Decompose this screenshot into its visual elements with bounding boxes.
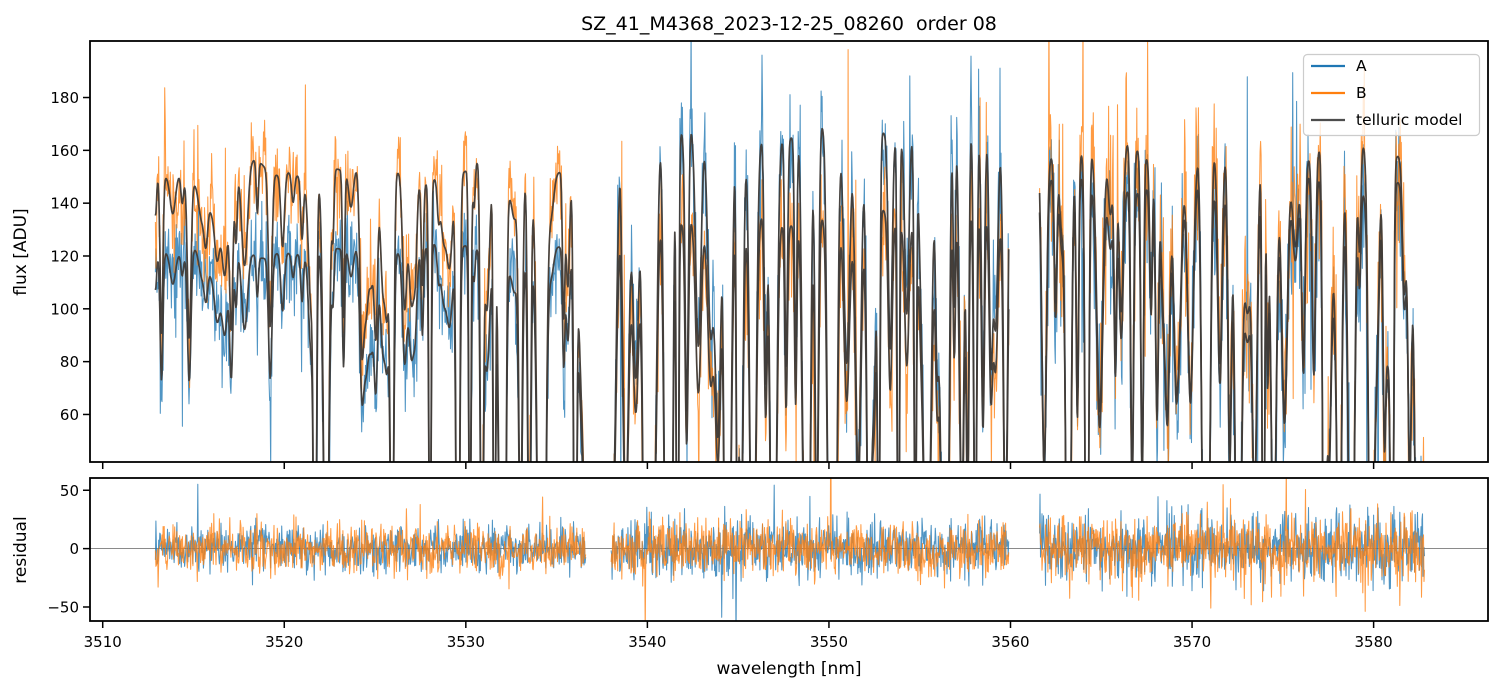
- residual-y-tick-label: −50: [47, 598, 79, 616]
- x-tick-label: 3530: [447, 633, 485, 651]
- flux-y-axis-label: flux [ADU]: [11, 208, 31, 295]
- telluric-model-lower-segment-1: [154, 243, 584, 462]
- legend-label-a: A: [1356, 57, 1367, 75]
- residual-panel-series: [154, 478, 1426, 621]
- flux-y-tick-label: 100: [50, 300, 79, 318]
- telluric-model-upper-segment-1: [154, 159, 584, 462]
- legend: A B telluric model: [1302, 53, 1481, 137]
- flux-panel-spines: [89, 40, 1489, 463]
- residual-trace-B-segment-1: [154, 496, 587, 590]
- flux-y-tick-label: 180: [50, 89, 79, 107]
- flux-panel-series: [154, 41, 1425, 462]
- telluric-model-lower-segment-3: [1038, 177, 1416, 462]
- x-tick-label: 3570: [1173, 633, 1211, 651]
- residual-panel-spines: [89, 477, 1489, 622]
- residual-y-tick-label: 0: [69, 540, 79, 558]
- x-tick-label: 3560: [991, 633, 1029, 651]
- flux-y-tick-label: 60: [60, 406, 79, 424]
- residual-trace-B-segment-2: [610, 478, 1010, 621]
- x-tick-label: 3550: [810, 633, 848, 651]
- residual-trace-B-segment-3: [1039, 478, 1426, 612]
- legend-label-b: B: [1356, 84, 1367, 102]
- series-telluric-model: [154, 127, 1416, 462]
- flux-y-tick-label: 160: [50, 142, 79, 160]
- residual-series-B: [154, 478, 1426, 621]
- legend-label-telluric: telluric model: [1356, 111, 1462, 129]
- axis-ticks: 3510 3520 3530 3540 3550 3560 3570 3580 60 80 100 1…: [47, 89, 1392, 651]
- flux-trace-B-segment-1: [154, 84, 584, 462]
- residual-y-tick-label: 50: [60, 482, 79, 500]
- x-axis-label: wavelength [nm]: [716, 659, 861, 679]
- x-tick-label: 3510: [84, 633, 122, 651]
- x-tick-label: 3540: [628, 633, 666, 651]
- flux-y-tick-label: 120: [50, 247, 79, 265]
- flux-y-tick-label: 80: [60, 353, 79, 371]
- flux-trace-A-segment-1: [154, 190, 584, 462]
- legend-box: [1302, 53, 1481, 137]
- x-tick-label: 3520: [265, 633, 303, 651]
- residual-y-axis-label: residual: [11, 516, 31, 583]
- plot-title: SZ_41_M4368_2023-12-25_08260 order 08: [581, 13, 997, 35]
- x-tick-label: 3580: [1355, 633, 1393, 651]
- flux-y-tick-label: 140: [50, 195, 79, 213]
